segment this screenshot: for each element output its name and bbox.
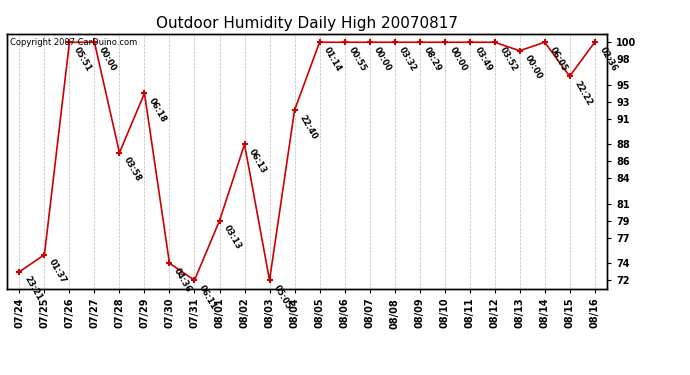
- Text: 03:32: 03:32: [397, 45, 418, 72]
- Text: 22:22: 22:22: [573, 79, 593, 107]
- Text: 01:37: 01:37: [47, 258, 68, 285]
- Text: 03:49: 03:49: [473, 45, 493, 72]
- Text: 00:00: 00:00: [447, 45, 469, 72]
- Text: 06:11: 06:11: [197, 283, 219, 311]
- Text: 05:05: 05:05: [273, 283, 293, 310]
- Text: 03:58: 03:58: [122, 156, 144, 183]
- Text: 00:00: 00:00: [522, 54, 544, 81]
- Title: Outdoor Humidity Daily High 20070817: Outdoor Humidity Daily High 20070817: [156, 16, 458, 31]
- Text: 06:18: 06:18: [147, 96, 168, 124]
- Text: 04:36: 04:36: [172, 266, 193, 294]
- Text: 00:00: 00:00: [373, 45, 393, 72]
- Text: 00:55: 00:55: [347, 45, 368, 73]
- Text: 03:13: 03:13: [222, 224, 244, 251]
- Text: 02:36: 02:36: [598, 45, 618, 73]
- Text: 08:29: 08:29: [422, 45, 444, 72]
- Text: 00:00: 00:00: [97, 45, 118, 72]
- Text: 06:13: 06:13: [247, 147, 268, 175]
- Text: 06:05: 06:05: [547, 45, 569, 73]
- Text: 05:51: 05:51: [72, 45, 93, 73]
- Text: 22:40: 22:40: [297, 113, 319, 141]
- Text: 01:14: 01:14: [322, 45, 344, 73]
- Text: 03:52: 03:52: [497, 45, 518, 73]
- Text: 23:21: 23:21: [22, 274, 43, 302]
- Text: Copyright 2007 CarDuino.com: Copyright 2007 CarDuino.com: [10, 38, 137, 46]
